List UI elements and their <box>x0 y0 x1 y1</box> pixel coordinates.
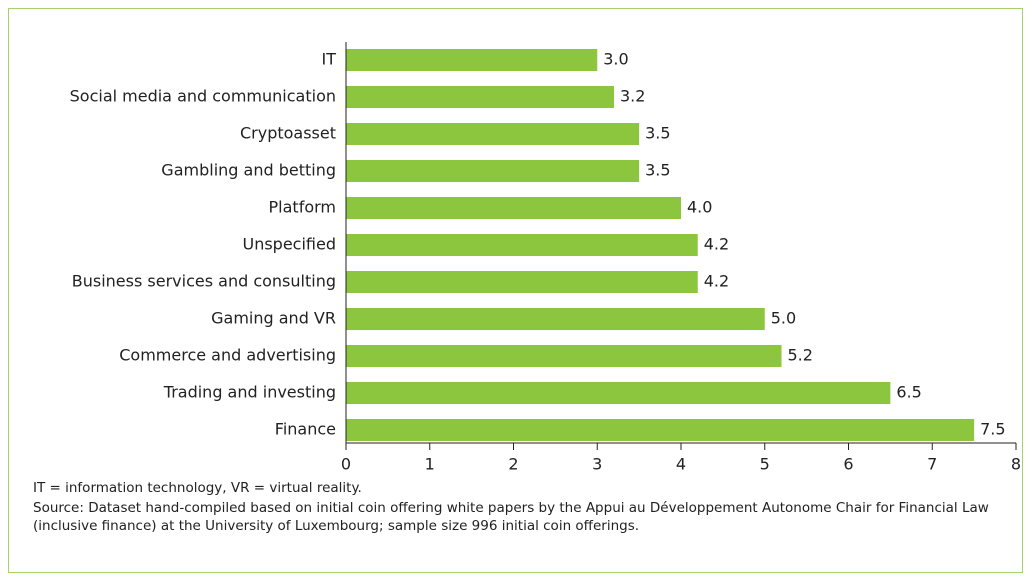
y-tick-label: Commerce and advertising <box>119 346 336 365</box>
value-label: 3.2 <box>620 87 645 106</box>
y-tick-label: IT <box>322 50 337 69</box>
y-tick-label: Gambling and betting <box>161 161 336 180</box>
bar <box>346 160 640 182</box>
x-tick-label: 2 <box>508 455 518 474</box>
frame <box>8 8 1023 573</box>
value-label: 5.2 <box>788 346 813 365</box>
bar <box>346 234 698 256</box>
value-label: 3.0 <box>603 50 628 69</box>
bar <box>346 271 698 293</box>
y-tick-label: Business services and consulting <box>72 272 336 291</box>
value-label: 4.2 <box>704 272 729 291</box>
x-tick-label: 5 <box>760 455 770 474</box>
bar <box>346 197 681 219</box>
bar <box>346 123 640 145</box>
x-tick-label: 0 <box>341 455 351 474</box>
note: IT = information technology, VR = virtua… <box>33 480 362 496</box>
value-label: 4.2 <box>704 235 729 254</box>
y-tick-label: Gaming and VR <box>211 309 336 328</box>
y-tick-label: Cryptoasset <box>240 124 336 143</box>
x-tick-label: 4 <box>676 455 686 474</box>
x-tick-label: 8 <box>1011 455 1021 474</box>
y-tick-label: Finance <box>275 420 336 439</box>
bar <box>346 49 598 71</box>
source: Source: Dataset hand-compiled based on i… <box>33 500 989 534</box>
value-label: 7.5 <box>980 420 1005 439</box>
bar <box>346 86 614 108</box>
x-tick-label: 1 <box>425 455 435 474</box>
y-tick-label: Platform <box>269 198 336 217</box>
bar <box>346 419 975 441</box>
y-tick-label: Unspecified <box>242 235 336 254</box>
y-tick-label: Trading and investing <box>163 383 336 402</box>
value-label: 3.5 <box>645 161 670 180</box>
bar <box>346 345 782 367</box>
value-label: 5.0 <box>771 309 796 328</box>
bar <box>346 382 891 404</box>
y-tick-label: Social media and communication <box>70 87 336 106</box>
value-label: 6.5 <box>896 383 921 402</box>
x-tick-label: 6 <box>843 455 853 474</box>
x-tick-label: 3 <box>592 455 602 474</box>
value-label: 3.5 <box>645 124 670 143</box>
bar <box>346 308 765 330</box>
x-tick-label: 7 <box>927 455 937 474</box>
value-label: 4.0 <box>687 198 712 217</box>
